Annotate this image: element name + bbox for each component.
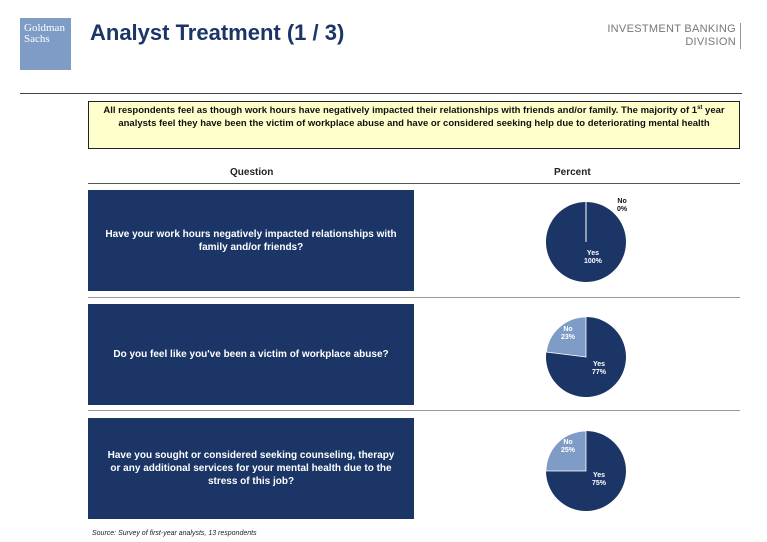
pie-yes-value-2: 77%	[592, 369, 607, 376]
pie-yes-label-1: Yes	[586, 250, 599, 257]
pie-chart-1	[545, 201, 627, 283]
pie-chart-2	[545, 316, 627, 398]
pie-label-no-3: No 25%	[561, 439, 575, 455]
goldman-sachs-logo: Goldman Sachs	[20, 18, 71, 70]
pie-no-label-3: No	[563, 439, 573, 446]
pie-no-value-3: 25%	[561, 447, 576, 454]
division-line-1: INVESTMENT BANKING	[607, 23, 736, 35]
column-header-question: Question	[230, 167, 274, 178]
question-text-2: Do you feel like you've been a victim of…	[113, 349, 389, 360]
question-box-3: Have you sought or considered seeking co…	[88, 418, 414, 519]
pie-no-label-1: No	[617, 198, 627, 205]
page-title: Analyst Treatment (1 / 3)	[90, 20, 345, 45]
column-header-divider	[88, 183, 740, 184]
logo-line-2: Sachs	[24, 33, 50, 45]
pie-no-label-2: No	[563, 326, 573, 333]
pie-chart-3	[545, 430, 627, 512]
callout-superscript: st	[697, 104, 703, 111]
division-line-2: DIVISION	[685, 36, 736, 48]
question-box-1: Have your work hours negatively impacted…	[88, 190, 414, 291]
header-divider	[20, 93, 742, 94]
pie-no-value-2: 23%	[561, 334, 576, 341]
division-label: INVESTMENT BANKING DIVISION	[607, 23, 741, 49]
pie-slice-no-3	[545, 430, 587, 472]
pie-svg-2	[545, 316, 626, 397]
pie-slice-no-2	[545, 316, 587, 358]
pie-label-yes-2: Yes 77%	[592, 361, 606, 377]
row-divider-2	[88, 410, 740, 411]
column-header-percent: Percent	[554, 167, 591, 178]
source-footnote: Source: Survey of first-year analysts, 1…	[92, 530, 257, 537]
pie-yes-value-1: 100%	[584, 258, 602, 265]
question-text-1: Have your work hours negatively impacted…	[105, 228, 397, 253]
summary-callout: All respondents feel as though work hour…	[88, 101, 740, 149]
pie-no-value-1: 0%	[617, 206, 628, 213]
pie-label-yes-3: Yes 75%	[592, 472, 606, 488]
callout-text-1: All respondents feel as though work hour…	[103, 105, 698, 116]
logo-line-1: Goldman	[24, 22, 65, 34]
question-text-3: Have you sought or considered seeking co…	[107, 450, 395, 487]
pie-svg-1	[545, 202, 626, 282]
pie-svg-3	[545, 430, 626, 511]
pie-yes-value-3: 75%	[592, 480, 607, 487]
pie-label-yes-1: Yes 100%	[584, 250, 602, 266]
pie-yes-label-2: Yes	[592, 361, 606, 368]
pie-yes-label-3: Yes	[592, 472, 606, 479]
pie-label-no-2: No 23%	[561, 326, 575, 342]
row-divider-1	[88, 297, 740, 298]
pie-label-no-1: No 0%	[617, 198, 627, 214]
callout-text-2: year analysts feel they have been the vi…	[118, 105, 725, 129]
question-box-2: Do you feel like you've been a victim of…	[88, 304, 414, 405]
